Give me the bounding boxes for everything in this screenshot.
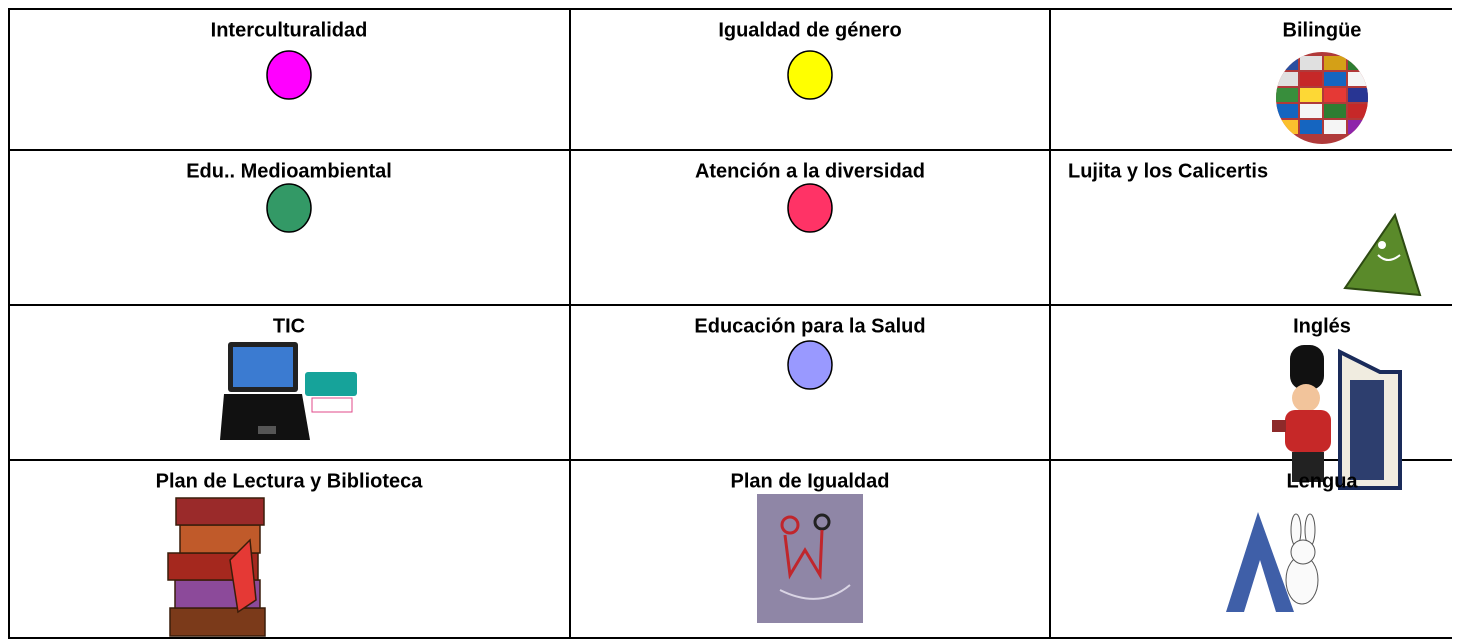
cell-label: TIC — [273, 315, 305, 337]
triangle-character — [1343, 212, 1422, 297]
cell-label: Edu.. Medioambiental — [186, 160, 392, 182]
cell-label: Educación para la Salud — [694, 315, 925, 337]
blue-dot — [787, 340, 833, 390]
books — [167, 497, 266, 637]
equality-photo — [757, 494, 863, 623]
cell-labels: Interculturalidad Igualdad de género Bilin… — [156, 19, 1362, 492]
cell-label: Inglés — [1293, 315, 1351, 337]
cell-label: Atención a la diversidad — [695, 160, 925, 182]
cell-label: Lujita y los Calicertis — [1068, 160, 1268, 182]
table-grid — [8, 8, 1452, 639]
letter-a — [1226, 512, 1319, 612]
magenta-dot — [266, 50, 312, 100]
red-dot — [787, 183, 833, 233]
icons — [266, 50, 833, 390]
flags-globe — [1276, 52, 1368, 144]
laptop — [220, 342, 357, 440]
guard — [1272, 345, 1402, 490]
yellow-dot — [787, 50, 833, 100]
cell-label: Interculturalidad — [211, 19, 368, 41]
cell-label: Plan de Lectura y Biblioteca — [156, 470, 424, 492]
cell-label: Lengua — [1286, 470, 1358, 492]
cell-label: Igualdad de género — [718, 19, 901, 41]
cell-label: Bilingüe — [1283, 19, 1362, 41]
cell-label: Plan de Igualdad — [731, 470, 890, 492]
green-dot — [266, 183, 312, 233]
